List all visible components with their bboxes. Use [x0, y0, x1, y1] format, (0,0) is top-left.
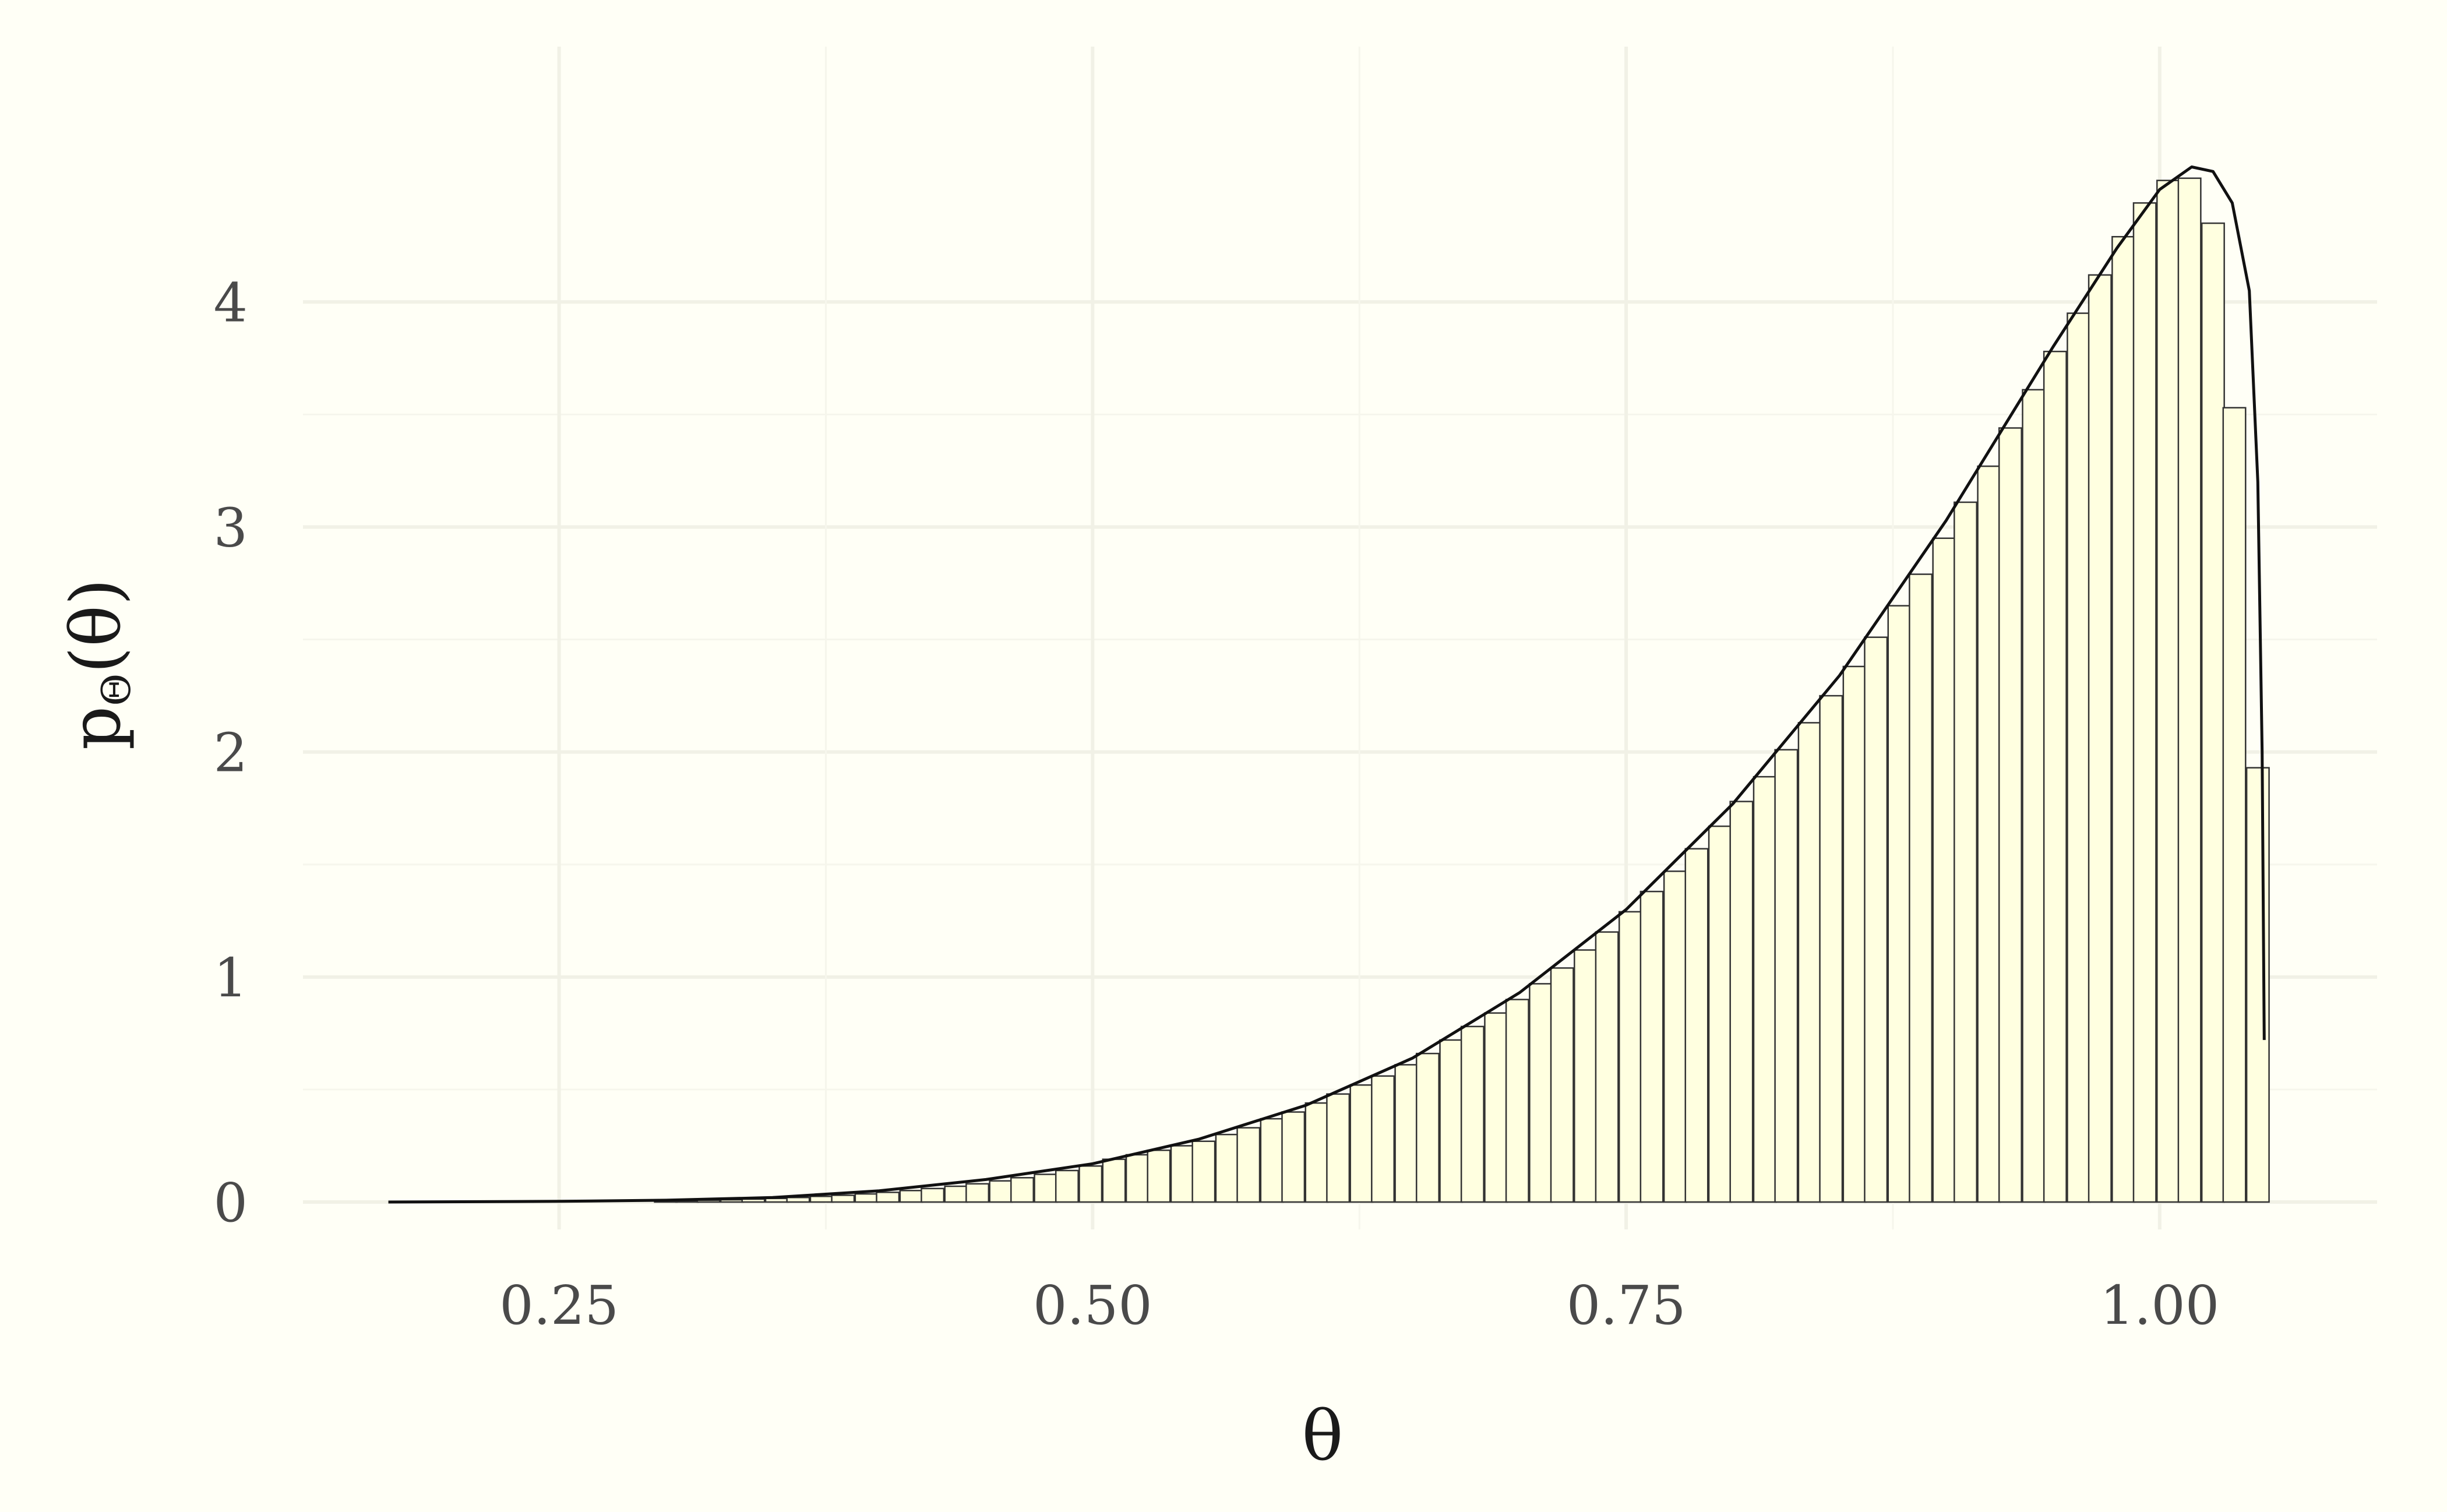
histogram-bar [965, 1183, 990, 1203]
histogram-bar [1439, 1039, 1464, 1203]
histogram-bar [1574, 949, 1598, 1203]
histogram-bar [1753, 776, 1777, 1203]
x-tick-label: 0.50 [1033, 1274, 1152, 1337]
histogram-bar [1349, 1084, 1374, 1203]
histogram-bar [831, 1194, 855, 1203]
y-tick-label: 3 [213, 496, 248, 559]
y-axis-title-sub: Θ [94, 674, 140, 706]
histogram-bar [1684, 848, 1709, 1203]
histogram-bar [1281, 1111, 1306, 1203]
histogram-bar [1371, 1075, 1395, 1203]
x-tick-label: 1.00 [2100, 1274, 2219, 1337]
histogram-bar [1460, 1025, 1485, 1203]
histogram-bar [1595, 931, 1619, 1203]
histogram-bar [786, 1197, 810, 1203]
histogram-bar [854, 1193, 879, 1203]
histogram-bar [989, 1180, 1013, 1203]
histogram-bar [1639, 890, 1664, 1203]
histogram-bar [2022, 389, 2046, 1203]
histogram-bar [1505, 999, 1529, 1203]
histogram-bar [1529, 983, 1553, 1203]
density-curve-layer [388, 165, 2266, 1204]
histogram-bar [2111, 236, 2136, 1203]
histogram-bar [1663, 870, 1687, 1203]
histogram-bar [1125, 1154, 1150, 1203]
x-axis-title: θ [1302, 1395, 1343, 1476]
histogram-bar [1055, 1169, 1079, 1203]
y-tick-label: 4 [213, 272, 248, 334]
histogram-bar [2156, 179, 2180, 1203]
svg-text:pΘ(θ): pΘ(θ) [55, 579, 140, 750]
histogram-bar [899, 1190, 923, 1203]
histogram-bar [921, 1187, 945, 1203]
histogram-bar [1102, 1158, 1126, 1203]
y-tick-label: 1 [213, 947, 248, 1009]
y-axis-title-main: p [55, 706, 136, 750]
histogram-bar [1147, 1149, 1171, 1203]
histogram-bar [2067, 312, 2091, 1203]
histogram-bar [1415, 1052, 1440, 1203]
histogram-bar [1215, 1133, 1239, 1203]
histogram-bar [809, 1196, 834, 1203]
histogram-bar [1842, 665, 1867, 1203]
histogram-bar [1326, 1093, 1351, 1203]
histogram-bar [1484, 1012, 1508, 1203]
histogram-bar [1191, 1140, 1216, 1203]
histogram-bar [1394, 1064, 1419, 1203]
histogram-bar [1078, 1165, 1103, 1203]
histogram-bar [1550, 967, 1574, 1203]
x-tick-label: 0.25 [499, 1274, 619, 1337]
histogram-bar [1864, 636, 1888, 1203]
histogram-bar [1034, 1173, 1058, 1203]
histogram-bar [1774, 749, 1799, 1203]
x-tick-label: 0.75 [1567, 1274, 1686, 1337]
histogram-bars [654, 177, 2270, 1203]
histogram-bar [1954, 501, 1978, 1203]
histogram-bar [1236, 1127, 1261, 1203]
histogram-bar [2201, 222, 2225, 1203]
histogram-bar [2088, 274, 2112, 1203]
histogram-bar [1170, 1145, 1194, 1203]
histogram-bar [1260, 1118, 1284, 1203]
histogram-bar [2177, 177, 2202, 1203]
histogram-bar [944, 1185, 968, 1203]
x-axis-ticks: 0.25 0.50 0.75 1.00 [499, 1274, 2219, 1337]
histogram-bar [1998, 427, 2022, 1203]
histogram-bar [1729, 801, 1754, 1203]
y-axis-ticks: 0 1 2 3 4 [213, 272, 248, 1234]
histogram-bar [1887, 605, 1912, 1203]
histogram-bar [1304, 1102, 1329, 1203]
density-curve [388, 165, 2266, 1204]
histogram-bar [1932, 537, 1956, 1203]
histogram-bar [1819, 695, 1843, 1203]
y-axis-title: pΘ(θ) [55, 579, 140, 750]
histogram-bar [1010, 1177, 1034, 1203]
histogram-bar [2043, 350, 2067, 1203]
y-tick-label: 2 [213, 722, 248, 784]
histogram-bar [1618, 911, 1642, 1203]
histogram-bar [2132, 202, 2157, 1203]
histogram-bar [1909, 573, 1933, 1203]
histogram-bar [876, 1192, 900, 1203]
histogram-bar [1977, 465, 2001, 1203]
y-axis-title-suffix: (θ) [55, 579, 136, 674]
histogram-bar [2222, 407, 2247, 1203]
histogram-bar [1708, 825, 1732, 1203]
histogram-bar [1797, 722, 1822, 1203]
y-tick-label: 0 [213, 1172, 248, 1234]
histogram-bar [2245, 767, 2270, 1203]
